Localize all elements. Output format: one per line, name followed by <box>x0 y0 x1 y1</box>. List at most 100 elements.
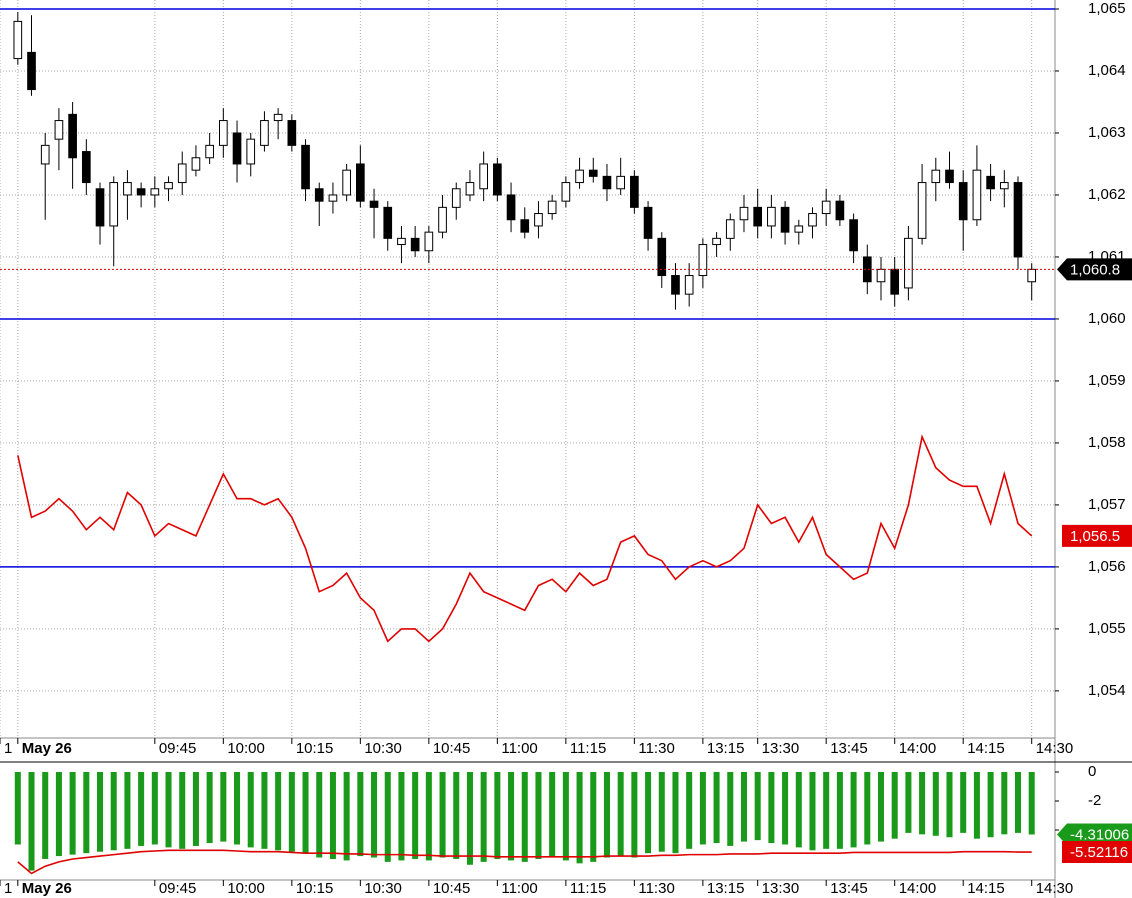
bar <box>247 772 254 848</box>
bar <box>576 772 583 864</box>
x-tick-label: 10:30 <box>364 740 402 757</box>
candle-body <box>890 268 900 295</box>
bar <box>357 772 364 857</box>
bar <box>809 772 816 851</box>
bar <box>603 772 610 858</box>
bar <box>165 772 172 848</box>
candle-body <box>136 188 146 196</box>
bar <box>398 772 405 861</box>
price-tag <box>1062 841 1132 864</box>
candle-body <box>465 182 475 196</box>
candle-body <box>356 163 365 202</box>
candle-body <box>397 237 406 246</box>
candle-body <box>451 188 461 208</box>
candle-body <box>657 237 667 277</box>
bar <box>850 772 857 848</box>
bar <box>453 772 460 859</box>
candle-body <box>95 188 105 227</box>
candle-body <box>999 182 1009 190</box>
bar <box>494 772 501 859</box>
y-tick-label: 1,062 <box>1088 186 1126 203</box>
candle-body <box>794 225 804 233</box>
bar <box>261 772 268 849</box>
bar <box>97 772 104 852</box>
y-tick-label: 1,060 <box>1088 310 1126 327</box>
bar <box>1014 772 1022 833</box>
x-tick-label: 10:15 <box>296 880 334 897</box>
candle-body <box>767 206 776 227</box>
bar <box>686 772 693 849</box>
y-tick-label: 1,059 <box>1088 372 1126 389</box>
bar <box>919 772 926 835</box>
bar <box>206 772 213 844</box>
x-tick-label: 11:30 <box>638 740 674 757</box>
y-tick-label: 1,056 <box>1088 558 1126 575</box>
bar <box>110 772 117 851</box>
bar <box>658 772 665 852</box>
x-tick-label: 11:00 <box>501 880 537 897</box>
x-tick-label: 13:15 <box>707 880 745 897</box>
candle-body <box>904 237 913 289</box>
candle-body <box>479 163 488 190</box>
x-tick-label: 10:45 <box>433 880 471 897</box>
x-tick-label: 13:15 <box>707 740 745 757</box>
y-tick-label: 1,063 <box>1088 124 1126 141</box>
candle-body <box>287 120 297 146</box>
bar <box>932 772 939 836</box>
x-tick-label: 11:15 <box>570 740 606 757</box>
candle-body <box>712 237 721 246</box>
candle-body <box>301 144 310 190</box>
candle-body <box>342 169 351 196</box>
candle-body <box>123 182 132 196</box>
x-tick-label: 1 <box>4 880 12 897</box>
x-tick-label: 14:30 <box>1036 880 1074 897</box>
candle-body <box>821 200 831 215</box>
price-tag <box>1057 823 1132 846</box>
candle-body <box>671 275 680 295</box>
candle-body <box>588 169 598 177</box>
bar <box>877 772 885 842</box>
y-tick-label: 1,057 <box>1088 496 1126 513</box>
x-tick-label: 11:15 <box>570 880 606 897</box>
candle-body <box>698 244 708 277</box>
candle-body <box>986 175 995 190</box>
y-tick-label: -2 <box>1088 792 1101 809</box>
bar <box>234 772 241 845</box>
x-tick-label: 11:30 <box>638 880 674 897</box>
bar <box>987 772 994 838</box>
x-tick-label: 10:00 <box>227 880 265 897</box>
bar <box>699 772 706 845</box>
bar <box>124 772 131 849</box>
bar <box>343 772 350 861</box>
candle-body <box>506 194 516 221</box>
bar <box>549 772 556 858</box>
candle-body <box>260 120 269 146</box>
candle-body <box>27 51 36 91</box>
candle-body <box>493 163 502 196</box>
candle-body <box>684 275 694 295</box>
x-tick-label: 09:45 <box>159 740 197 757</box>
bar <box>1028 772 1035 835</box>
bar <box>192 772 199 846</box>
bar <box>425 772 432 861</box>
candle-body <box>205 144 214 159</box>
bar <box>823 772 830 849</box>
candle-body <box>835 200 845 221</box>
bar <box>384 772 391 862</box>
bar <box>590 772 597 862</box>
candle-body <box>534 213 543 227</box>
bar <box>768 772 775 844</box>
x-tick-label: 1 <box>4 740 12 757</box>
x-tick-label: 10:45 <box>433 740 471 757</box>
bar <box>864 772 871 845</box>
x-tick-label: 13:30 <box>762 880 800 897</box>
bar <box>179 772 186 849</box>
bar <box>521 772 528 862</box>
bar <box>905 772 912 833</box>
candle-body <box>314 188 324 202</box>
price-tag-label: -5.52116 <box>1070 844 1128 861</box>
bar <box>69 772 76 855</box>
candle-body <box>575 169 584 184</box>
bar <box>836 772 843 849</box>
